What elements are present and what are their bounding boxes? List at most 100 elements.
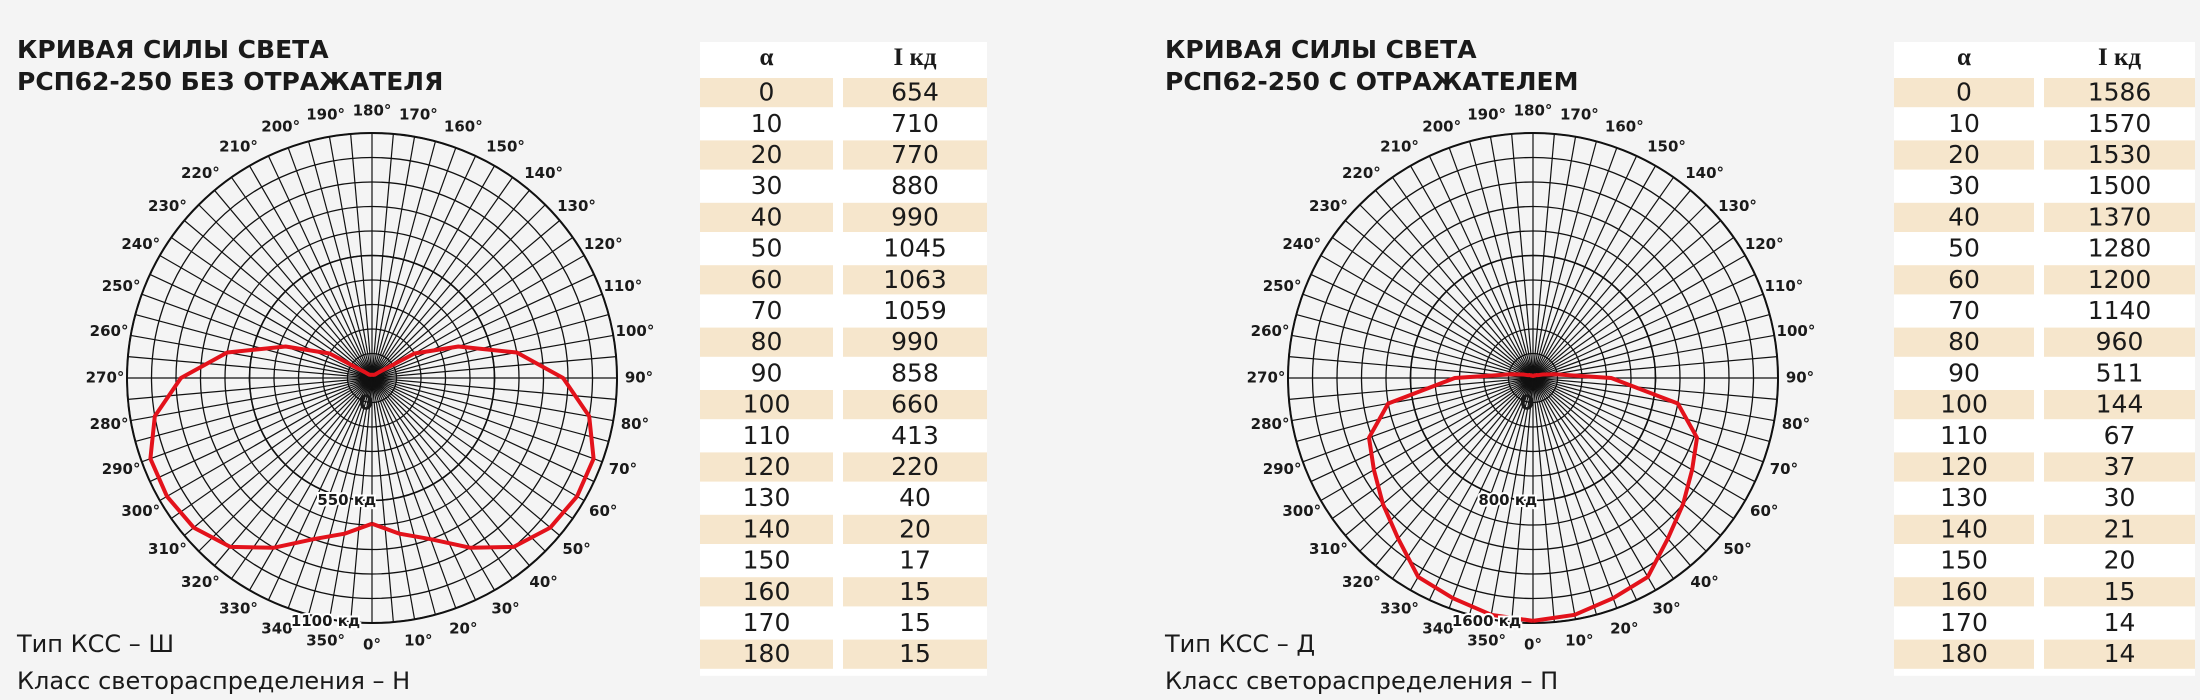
angle-label: 250° — [102, 277, 141, 295]
table-header: α — [760, 44, 774, 71]
table-cell: 511 — [2096, 358, 2144, 387]
table-cell: 30 — [2104, 483, 2136, 512]
table-cell: 20 — [1948, 140, 1980, 169]
table-header: I кд — [2098, 44, 2141, 71]
angle-label: 130° — [557, 197, 596, 215]
row-bg — [2044, 202, 2195, 232]
table-cell: 20 — [899, 514, 931, 543]
row-bg — [700, 577, 833, 607]
table-cell: 40 — [1948, 202, 1980, 231]
angle-label: 60° — [1750, 502, 1778, 520]
angle-label: 200° — [1422, 118, 1461, 136]
table-cell: 100 — [1940, 390, 1988, 419]
angle-label: 330° — [1380, 600, 1419, 618]
table-cell: 1059 — [883, 296, 947, 325]
table-cell: 654 — [891, 78, 939, 107]
intensity-curve — [1531, 372, 1699, 623]
angle-label: 190° — [306, 106, 345, 124]
row-bg — [843, 202, 987, 232]
table-cell: 1140 — [2088, 296, 2152, 325]
angle-label: 80° — [1782, 415, 1810, 433]
angle-label: 270° — [1247, 369, 1286, 387]
row-bg — [2044, 639, 2195, 669]
angle-label: 220° — [181, 164, 220, 182]
angle-label: 90° — [625, 369, 653, 387]
table-cell: 770 — [891, 140, 939, 169]
table-cell: 14 — [2104, 639, 2136, 668]
table-cell: 990 — [891, 327, 939, 356]
table-cell: 15 — [899, 577, 931, 606]
angle-label: 220° — [1342, 164, 1381, 182]
table-header: α — [1957, 44, 1971, 71]
angle-label: 250° — [1263, 277, 1302, 295]
row-bg — [2044, 265, 2195, 295]
center-label: 0 — [1520, 391, 1534, 415]
ring-label: 800 кд — [1478, 491, 1537, 509]
table-cell: 413 — [891, 421, 939, 450]
angle-label: 280° — [1251, 415, 1290, 433]
table-cell: 1063 — [883, 265, 947, 294]
table-cell: 120 — [1940, 452, 1988, 481]
row-bg — [2044, 140, 2195, 170]
angle-label: 100° — [616, 322, 655, 340]
angle-label: 320° — [181, 573, 220, 591]
table-cell: 20 — [2104, 546, 2136, 575]
table-cell: 170 — [1940, 608, 1988, 637]
table-cell: 60 — [1948, 265, 1980, 294]
table-cell: 140 — [1940, 514, 1988, 543]
row-bg — [1894, 452, 2034, 482]
row-bg — [700, 452, 833, 482]
intensity-curve — [1367, 372, 1535, 623]
ring-tick — [1287, 132, 1779, 624]
angle-label: 210° — [219, 137, 258, 155]
angle-label: 120° — [584, 235, 623, 253]
row-bg — [1894, 265, 2034, 295]
row-bg — [843, 577, 987, 607]
angle-label: 60° — [589, 502, 617, 520]
row-bg — [2044, 452, 2195, 482]
table-cell: 0 — [1956, 78, 1972, 107]
angle-label: 150° — [486, 137, 525, 155]
table-cell: 15 — [899, 639, 931, 668]
row-bg — [1894, 639, 2034, 669]
title: РСП62-250 БЕЗ ОТРАЖАТЕЛЯ — [17, 67, 443, 96]
angle-label: 190° — [1467, 106, 1506, 124]
angle-label: 30° — [491, 600, 519, 618]
ring-tick — [1409, 254, 1657, 502]
footer-text: Класс светораспределения – П — [1165, 667, 1558, 695]
table-cell: 144 — [2096, 390, 2144, 419]
angle-label: 0° — [1524, 636, 1542, 654]
row-bg — [700, 265, 833, 295]
table-cell: 150 — [1940, 546, 1988, 575]
polar-grid — [126, 132, 618, 624]
row-bg — [1894, 202, 2034, 232]
angle-label: 290° — [1263, 460, 1302, 478]
table-cell: 30 — [751, 171, 783, 200]
footer-text: Класс светораспределения – Н — [17, 667, 410, 695]
angle-label: 10° — [404, 631, 432, 649]
ring-tick — [126, 132, 618, 624]
angle-label: 170° — [399, 106, 438, 124]
table-cell: 1570 — [2088, 109, 2152, 138]
intensity-curve — [148, 344, 374, 550]
angle-label: 350° — [1467, 631, 1506, 649]
angle-label: 150° — [1647, 137, 1686, 155]
angle-label: 230° — [148, 197, 187, 215]
table-cell: 60 — [751, 265, 783, 294]
angle-label: 70° — [609, 460, 637, 478]
center-label: 0 — [359, 391, 373, 415]
angle-label: 110° — [603, 277, 642, 295]
angle-label: 140° — [524, 164, 563, 182]
angle-label: 100° — [1777, 322, 1816, 340]
row-bg — [843, 514, 987, 544]
angle-label: 310° — [1309, 540, 1348, 558]
row-bg — [843, 390, 987, 420]
table-cell: 120 — [743, 452, 791, 481]
row-bg — [2044, 514, 2195, 544]
angle-label: 160° — [444, 118, 483, 136]
table-cell: 17 — [899, 546, 931, 575]
title: КРИВАЯ СИЛЫ СВЕТА — [1165, 35, 1477, 64]
table-cell: 150 — [743, 546, 791, 575]
angle-label: 340° — [261, 619, 300, 637]
